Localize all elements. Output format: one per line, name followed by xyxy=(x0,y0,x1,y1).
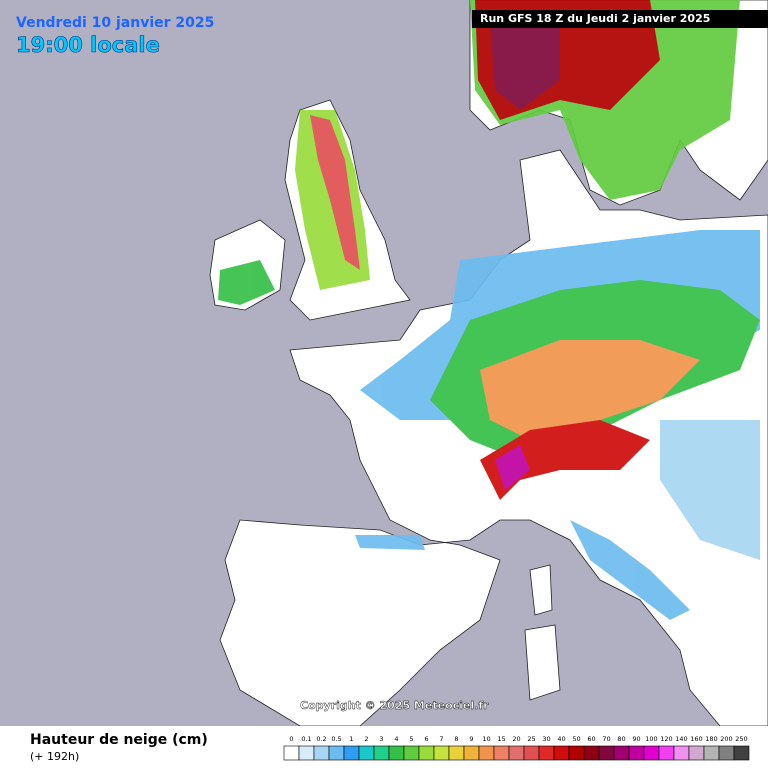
legend-swatch xyxy=(628,745,645,761)
legend-swatch xyxy=(733,745,750,761)
legend-title: Hauteur de neige (cm) xyxy=(30,732,208,748)
legend-label: 60 xyxy=(587,735,595,743)
legend-swatch xyxy=(373,745,390,761)
snow-fields xyxy=(218,0,760,620)
legend-scale: 0 0.1 0.2 0.5 1 2 3 4 5 6 7 8 9 10 15 20 25 30 40 50 60 70 80 9… xyxy=(283,735,750,761)
legend-swatch xyxy=(418,745,435,761)
legend-swatch xyxy=(388,745,405,761)
legend-label: 1 xyxy=(349,735,353,743)
legend-label: 8 xyxy=(454,735,458,743)
legend-label: 140 xyxy=(675,735,687,743)
legend-swatch xyxy=(328,745,345,761)
legend-label: 2 xyxy=(364,735,368,743)
legend-label: 3 xyxy=(379,735,383,743)
legend-label: 25 xyxy=(527,735,535,743)
run-info: Run GFS 18 Z du Jeudi 2 janvier 2025 xyxy=(480,12,710,25)
legend-label: 120 xyxy=(660,735,672,743)
legend-swatch xyxy=(283,745,300,761)
legend-label: 0 xyxy=(289,735,293,743)
legend-swatch xyxy=(298,745,315,761)
legend-swatch xyxy=(658,745,675,761)
legend-label: 30 xyxy=(542,735,550,743)
legend-label: 180 xyxy=(705,735,717,743)
legend-swatch xyxy=(358,745,375,761)
snow-pyrenees xyxy=(355,535,425,550)
forecast-time: 19:00 locale xyxy=(16,33,160,57)
legend-swatch xyxy=(508,745,525,761)
legend-swatch xyxy=(403,745,420,761)
legend-swatch xyxy=(448,745,465,761)
legend-label: 5 xyxy=(409,735,413,743)
legend-swatch xyxy=(643,745,660,761)
legend-label: 50 xyxy=(572,735,580,743)
forecast-date: Vendredi 10 janvier 2025 xyxy=(16,15,214,31)
legend-label: 4 xyxy=(394,735,398,743)
legend-swatch xyxy=(493,745,510,761)
legend-swatch xyxy=(343,745,360,761)
snow-britain-core xyxy=(310,115,360,270)
legend-label: 250 xyxy=(735,735,747,743)
snow-balkans xyxy=(660,420,760,560)
legend-swatch xyxy=(523,745,540,761)
legend-label: 0.1 xyxy=(301,735,311,743)
legend-swatch xyxy=(703,745,720,761)
legend-swatch xyxy=(613,745,630,761)
legend-swatch xyxy=(568,745,585,761)
snow-ireland xyxy=(218,260,275,305)
legend-label: 80 xyxy=(617,735,625,743)
legend-label: 10 xyxy=(482,735,490,743)
legend-swatch xyxy=(538,745,555,761)
legend-swatch xyxy=(478,745,495,761)
sardinia xyxy=(524,624,561,701)
legend-swatch xyxy=(583,745,600,761)
corsica xyxy=(529,564,553,616)
legend-label: 9 xyxy=(469,735,473,743)
snow-alps xyxy=(480,420,650,500)
legend-subtitle: (+ 192h) xyxy=(30,750,79,763)
legend-label: 0.5 xyxy=(331,735,341,743)
legend-label: 160 xyxy=(690,735,702,743)
legend-label: 0.2 xyxy=(316,735,326,743)
snow-central-core xyxy=(480,340,700,440)
legend-label: 20 xyxy=(512,735,520,743)
legend-label: 70 xyxy=(602,735,610,743)
legend-swatch xyxy=(598,745,615,761)
snow-italy xyxy=(570,520,690,620)
legend-label: 200 xyxy=(720,735,732,743)
legend-label: 40 xyxy=(557,735,565,743)
legend-label: 7 xyxy=(439,735,443,743)
legend-label: 6 xyxy=(424,735,428,743)
legend-swatch xyxy=(463,745,480,761)
legend-swatch xyxy=(673,745,690,761)
legend-label: 100 xyxy=(645,735,657,743)
snow-alps-peak xyxy=(495,445,530,490)
legend-label: 15 xyxy=(497,735,505,743)
legend-swatch xyxy=(553,745,570,761)
run-banner xyxy=(472,10,768,28)
legend-swatch xyxy=(718,745,735,761)
legend-label: 90 xyxy=(632,735,640,743)
snow-scandinavia-peak xyxy=(490,15,560,110)
copyright: Copyright © 2025 Meteociel.fr xyxy=(300,699,489,712)
legend-swatch xyxy=(313,745,330,761)
legend-swatch xyxy=(433,745,450,761)
legend-swatch xyxy=(688,745,705,761)
